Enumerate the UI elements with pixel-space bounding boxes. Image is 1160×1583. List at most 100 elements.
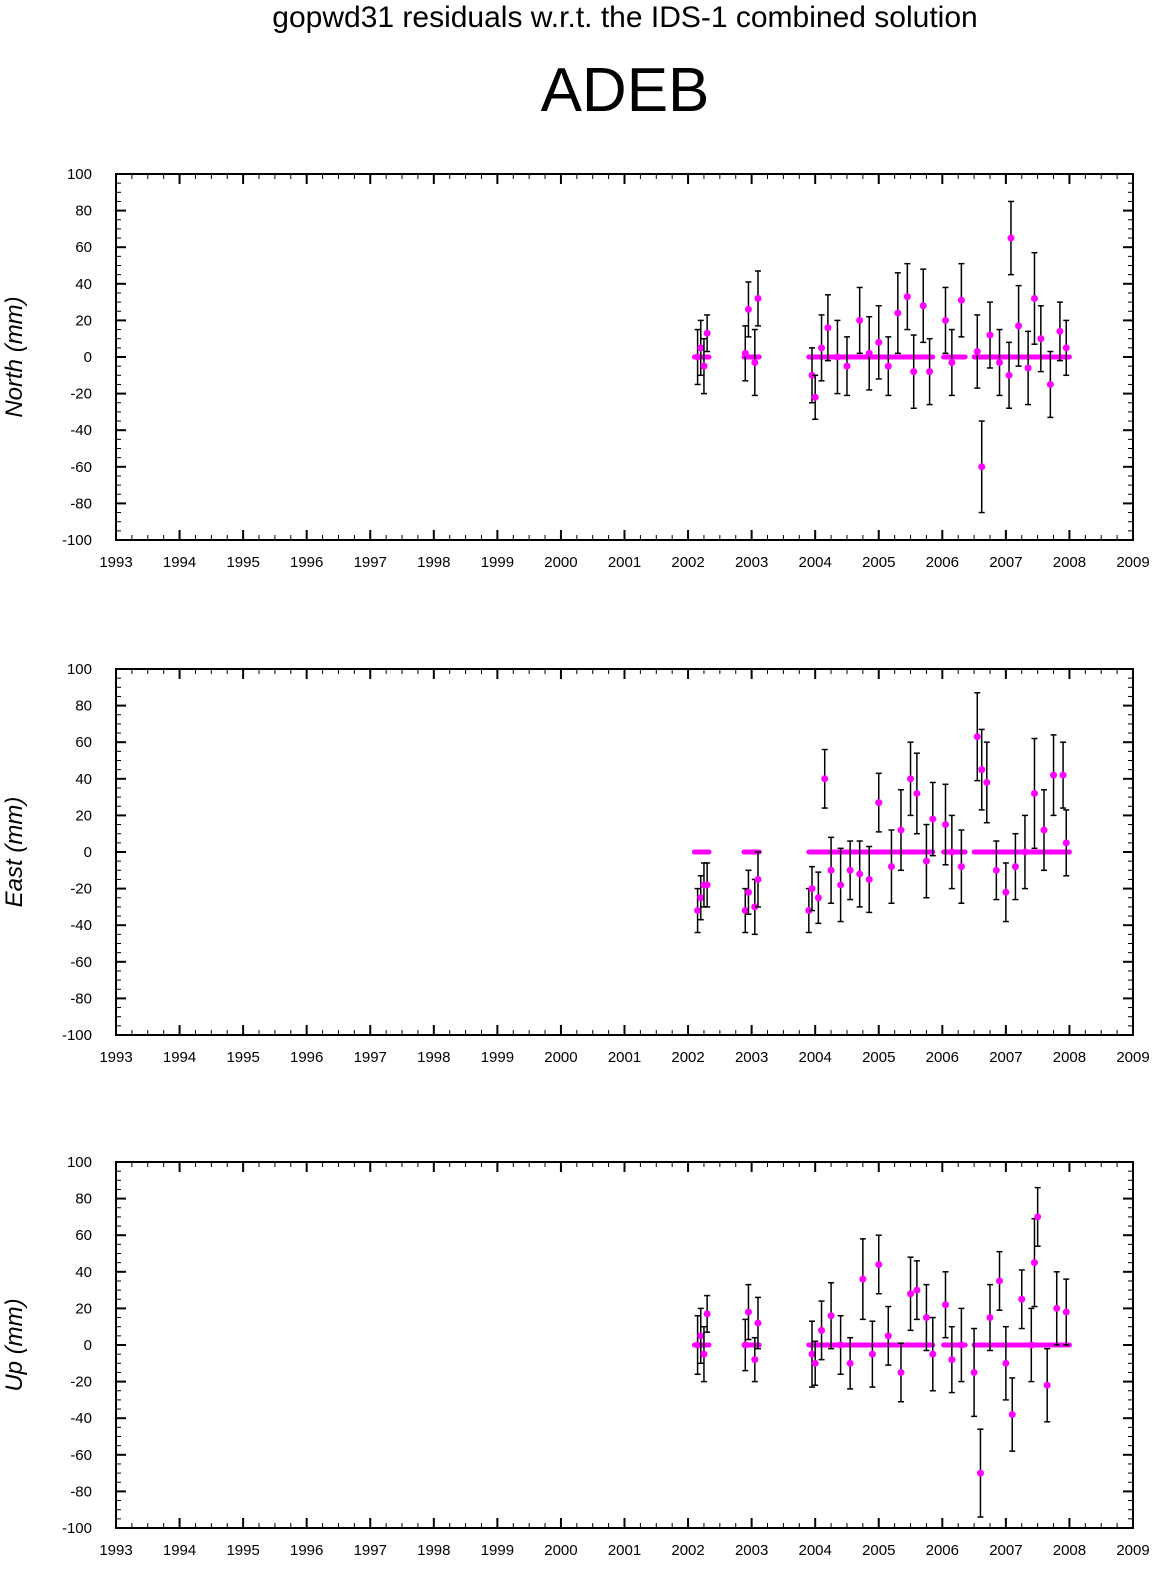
data-point bbox=[1005, 371, 1013, 379]
y-tick-label: 0 bbox=[84, 844, 92, 861]
data-point bbox=[1007, 234, 1015, 242]
x-tick-label: 2002 bbox=[671, 1049, 704, 1066]
data-point bbox=[837, 1341, 845, 1349]
y-tick-label: -60 bbox=[70, 954, 92, 971]
y-tick-label: 0 bbox=[84, 349, 92, 366]
station-title: ADEB bbox=[540, 56, 710, 125]
up-residuals-chart: 1993 1994 1995 1996 1997 1998 1999 2000 2001 2002… bbox=[1, 1154, 1150, 1559]
data-point bbox=[754, 294, 762, 302]
data-point bbox=[903, 293, 911, 301]
data-point bbox=[697, 894, 705, 902]
data-point bbox=[973, 348, 981, 356]
data-point bbox=[926, 368, 934, 376]
data-point bbox=[865, 875, 873, 883]
x-tick-label: 2004 bbox=[799, 1542, 832, 1559]
data-point bbox=[837, 881, 845, 889]
data-point bbox=[986, 1314, 994, 1322]
y-tick-label: 20 bbox=[75, 1300, 92, 1317]
data-point bbox=[856, 316, 864, 324]
data-point bbox=[1062, 839, 1070, 847]
data-point bbox=[1059, 771, 1067, 779]
data-point bbox=[827, 866, 835, 874]
x-tick-label: 2006 bbox=[926, 1542, 959, 1559]
data-point bbox=[818, 1326, 826, 1334]
data-point bbox=[1021, 848, 1029, 856]
data-point bbox=[1018, 1295, 1026, 1303]
x-tick-label: 1996 bbox=[290, 1542, 323, 1559]
x-tick-label: 2004 bbox=[799, 1049, 832, 1066]
data-point bbox=[744, 305, 752, 313]
data-point bbox=[811, 1359, 819, 1367]
y-tick-label: -80 bbox=[70, 495, 92, 512]
data-point bbox=[996, 1277, 1004, 1285]
data-point bbox=[1011, 863, 1019, 871]
y-tick-label: 80 bbox=[75, 1191, 92, 1208]
data-point bbox=[1053, 1304, 1061, 1312]
data-point bbox=[978, 463, 986, 471]
data-point bbox=[986, 331, 994, 339]
data-point bbox=[741, 349, 749, 357]
y-tick-label: 40 bbox=[75, 1264, 92, 1281]
data-point bbox=[1015, 322, 1023, 330]
east-residuals-chart: 1993 1994 1995 1996 1997 1998 1999 2000 2001 2002… bbox=[1, 661, 1150, 1066]
data-point bbox=[919, 302, 927, 310]
data-point bbox=[694, 1341, 702, 1349]
y-tick-label: 0 bbox=[84, 1337, 92, 1354]
data-point bbox=[948, 1356, 956, 1364]
data-point bbox=[948, 358, 956, 366]
data-point bbox=[1002, 888, 1010, 896]
data-point bbox=[1034, 1213, 1042, 1221]
data-point bbox=[859, 1275, 867, 1283]
data-point bbox=[1027, 1341, 1035, 1349]
data-point bbox=[1062, 344, 1070, 352]
data-point bbox=[1037, 335, 1045, 343]
data-point bbox=[1050, 771, 1058, 779]
x-tick-label: 2001 bbox=[608, 1049, 641, 1066]
data-point bbox=[976, 1469, 984, 1477]
data-point bbox=[805, 907, 813, 915]
data-point bbox=[929, 1350, 937, 1358]
y-tick-label: 80 bbox=[75, 698, 92, 715]
x-tick-label: 2005 bbox=[862, 1049, 895, 1066]
y-tick-label: -60 bbox=[70, 1447, 92, 1464]
data-point bbox=[897, 826, 905, 834]
y-tick-label: -40 bbox=[70, 917, 92, 934]
y-tick-label: 100 bbox=[67, 1154, 92, 1171]
data-point bbox=[1056, 327, 1064, 335]
y-tick-label: -20 bbox=[70, 881, 92, 898]
y-tick-label: -40 bbox=[70, 422, 92, 439]
data-point bbox=[811, 393, 819, 401]
x-tick-label: 1995 bbox=[226, 554, 259, 571]
y-tick-label: -40 bbox=[70, 1410, 92, 1427]
x-tick-label: 2009 bbox=[1116, 554, 1149, 571]
data-point bbox=[814, 894, 822, 902]
data-point bbox=[978, 766, 986, 774]
x-tick-label: 2003 bbox=[735, 1542, 768, 1559]
data-point bbox=[751, 1356, 759, 1364]
data-point bbox=[833, 353, 841, 361]
data-point bbox=[1030, 1259, 1038, 1267]
data-point bbox=[875, 338, 883, 346]
y-tick-label: 60 bbox=[75, 239, 92, 256]
y-tick-label: -80 bbox=[70, 990, 92, 1007]
data-point bbox=[754, 875, 762, 883]
data-point bbox=[827, 1312, 835, 1320]
data-point bbox=[983, 778, 991, 786]
data-point bbox=[846, 866, 854, 874]
data-point bbox=[808, 1350, 816, 1358]
x-tick-label: 1997 bbox=[354, 554, 387, 571]
data-point bbox=[697, 1332, 705, 1340]
data-point bbox=[700, 362, 708, 370]
data-point bbox=[941, 821, 949, 829]
x-tick-label: 2002 bbox=[671, 554, 704, 571]
data-point bbox=[808, 371, 816, 379]
x-tick-label: 2005 bbox=[862, 1542, 895, 1559]
y-axis-label: Up (mm) bbox=[1, 1298, 28, 1391]
x-tick-label: 1999 bbox=[481, 1542, 514, 1559]
data-point bbox=[843, 362, 851, 370]
data-point bbox=[1043, 1381, 1051, 1389]
x-tick-label: 1998 bbox=[417, 1049, 450, 1066]
x-tick-label: 2003 bbox=[735, 1049, 768, 1066]
data-point bbox=[907, 775, 915, 783]
figure-suptitle: gopwd31 residuals w.r.t. the IDS-1 combi… bbox=[272, 1, 978, 34]
